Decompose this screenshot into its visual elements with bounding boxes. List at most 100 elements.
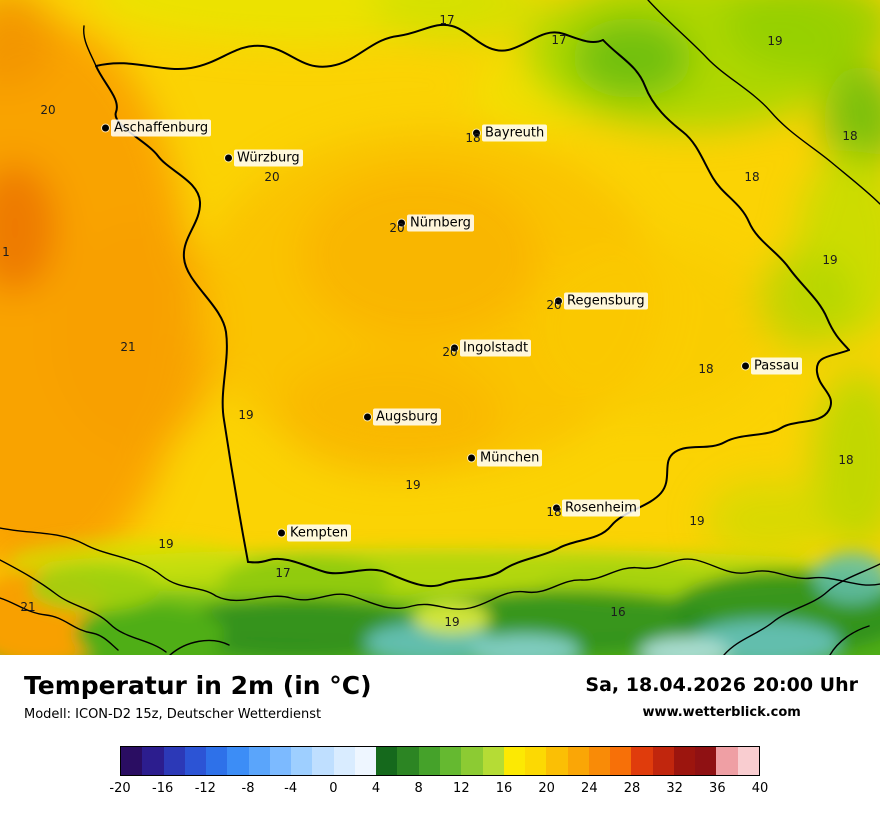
city-marker: Nürnberg xyxy=(398,214,474,232)
city-label: Kempten xyxy=(287,524,352,542)
legend-color-segment xyxy=(652,747,674,775)
city-dot xyxy=(364,413,371,421)
legend-tick-label: 16 xyxy=(495,781,513,796)
footer-left: Temperatur in 2m (in °C) Modell: ICON-D2… xyxy=(24,671,372,722)
legend-color-segment xyxy=(206,747,228,775)
temperature-value: 21 xyxy=(120,340,136,354)
legend-tick-label: 0 xyxy=(329,781,338,796)
legend-color-segment xyxy=(461,747,483,775)
legend-color-segment xyxy=(121,747,143,775)
legend-color-segment xyxy=(588,747,611,775)
legend-color-segment xyxy=(248,747,270,775)
city-marker: Rosenheim xyxy=(553,499,640,517)
legend-color-segment xyxy=(525,747,547,775)
border-segment-sw1 xyxy=(0,559,167,653)
city-marker: Bayreuth xyxy=(473,124,548,142)
temperature-value: 21 xyxy=(20,600,36,614)
temperature-color-patches xyxy=(0,0,880,580)
city-marker: Kempten xyxy=(278,524,352,542)
city-dot xyxy=(555,297,562,305)
city-label: Rosenheim xyxy=(562,499,640,517)
legend-tick-label: 24 xyxy=(581,781,598,796)
city-dot xyxy=(225,154,232,162)
legend-tick-label: 4 xyxy=(371,781,381,796)
legend-color-segment xyxy=(716,747,738,775)
temperature-value: 17 xyxy=(439,13,455,27)
czech-border xyxy=(602,39,850,351)
temperature-value: 19 xyxy=(444,615,460,629)
legend-color-segment xyxy=(142,747,164,775)
city-marker: Augsburg xyxy=(364,408,442,426)
forecast-datetime: Sa, 18.04.2026 20:00 Uhr xyxy=(585,674,858,696)
city-dot xyxy=(398,219,405,227)
legend-tick-label: 40 xyxy=(751,781,769,796)
legend-tick-label: 20 xyxy=(538,781,555,796)
city-dot xyxy=(473,129,480,137)
legend-color-segment xyxy=(567,747,589,775)
legend-color-segment xyxy=(376,747,398,775)
legend-tick-label: 12 xyxy=(453,781,470,796)
map-overlay: Aschaffenburg Würzburg Bayreuth Nürnberg Reg… xyxy=(2,13,857,629)
footer-right: Sa, 18.04.2026 20:00 Uhr www.wetterblick… xyxy=(585,671,858,720)
city-dot xyxy=(102,124,109,132)
legend-color-segment xyxy=(269,747,292,775)
model-info: Modell: ICON-D2 15z, Deutscher Wetterdie… xyxy=(24,707,322,722)
city-label: München xyxy=(477,449,543,467)
legend-color-segment xyxy=(631,747,653,775)
legend-tick-label: 28 xyxy=(623,781,641,796)
legend-color-segment xyxy=(397,747,419,775)
legend-color-segment xyxy=(354,747,377,775)
city-marker: Passau xyxy=(742,357,802,375)
legend-labels: -20 -16 -12 -8 -4 0 4 8 12 16 20 24 28 32 36 40 xyxy=(109,781,768,799)
legend-tick-label: 36 xyxy=(709,781,726,796)
temperature-value: 17 xyxy=(551,33,567,47)
temperature-value: 19 xyxy=(767,34,783,48)
legend-tick-label: -16 xyxy=(152,781,174,796)
legend-color-segment xyxy=(333,747,355,775)
temperature-value: 1 xyxy=(2,245,10,259)
legend-tick-label: 32 xyxy=(666,781,683,796)
temperature-value: 18 xyxy=(698,362,714,376)
temperature-field-svg xyxy=(0,0,880,655)
legend-color-segment xyxy=(546,747,568,775)
legend-color-segment xyxy=(673,747,696,775)
austria-border xyxy=(247,349,850,588)
city-dot xyxy=(451,344,458,352)
legend-tick-label: -12 xyxy=(194,781,216,796)
temperature-value: 19 xyxy=(689,514,705,528)
city-marker: München xyxy=(468,449,543,467)
temperature-value: 19 xyxy=(238,408,254,422)
city-label: Passau xyxy=(751,357,802,375)
alps-border-line xyxy=(0,527,880,610)
temperature-value: 16 xyxy=(610,605,626,619)
legend-color-segment xyxy=(695,747,717,775)
map-title: Temperatur in 2m (in °C) xyxy=(24,671,372,700)
bavaria-north-border xyxy=(95,23,604,70)
temperature-value: 18 xyxy=(838,453,854,467)
city-label: Ingolstadt xyxy=(460,339,532,357)
temperature-value: 20 xyxy=(389,221,405,235)
legend-color-segment xyxy=(737,747,759,775)
temperature-value: 17 xyxy=(275,566,291,580)
city-dot xyxy=(468,454,475,462)
temperature-value: 18 xyxy=(465,131,481,145)
temperature-value: 18 xyxy=(744,170,760,184)
city-label: Augsburg xyxy=(373,408,442,426)
legend-color-segment xyxy=(163,747,185,775)
legend-color-segment xyxy=(439,747,462,775)
border-segment-nw xyxy=(82,25,97,67)
city-label: Regensburg xyxy=(564,292,648,310)
website-text: www.wetterblick.com xyxy=(642,705,801,720)
temperature-value: 19 xyxy=(405,478,421,492)
legend-tick-label: 8 xyxy=(414,781,423,796)
city-label: Aschaffenburg xyxy=(111,119,212,137)
temperature-legend: -20 -16 -12 -8 -4 0 4 8 12 16 20 24 28 32 36 40 xyxy=(109,746,768,799)
legend-tick-label: -4 xyxy=(284,781,298,796)
temperature-value: 19 xyxy=(822,253,838,267)
legend-color-segment xyxy=(184,747,207,775)
border-segment-sw2 xyxy=(0,597,119,651)
legend-color-segment xyxy=(482,747,504,775)
city-label: Würzburg xyxy=(234,149,303,167)
city-label: Nürnberg xyxy=(407,214,474,232)
footer: Temperatur in 2m (in °C) Modell: ICON-D2… xyxy=(0,655,880,830)
